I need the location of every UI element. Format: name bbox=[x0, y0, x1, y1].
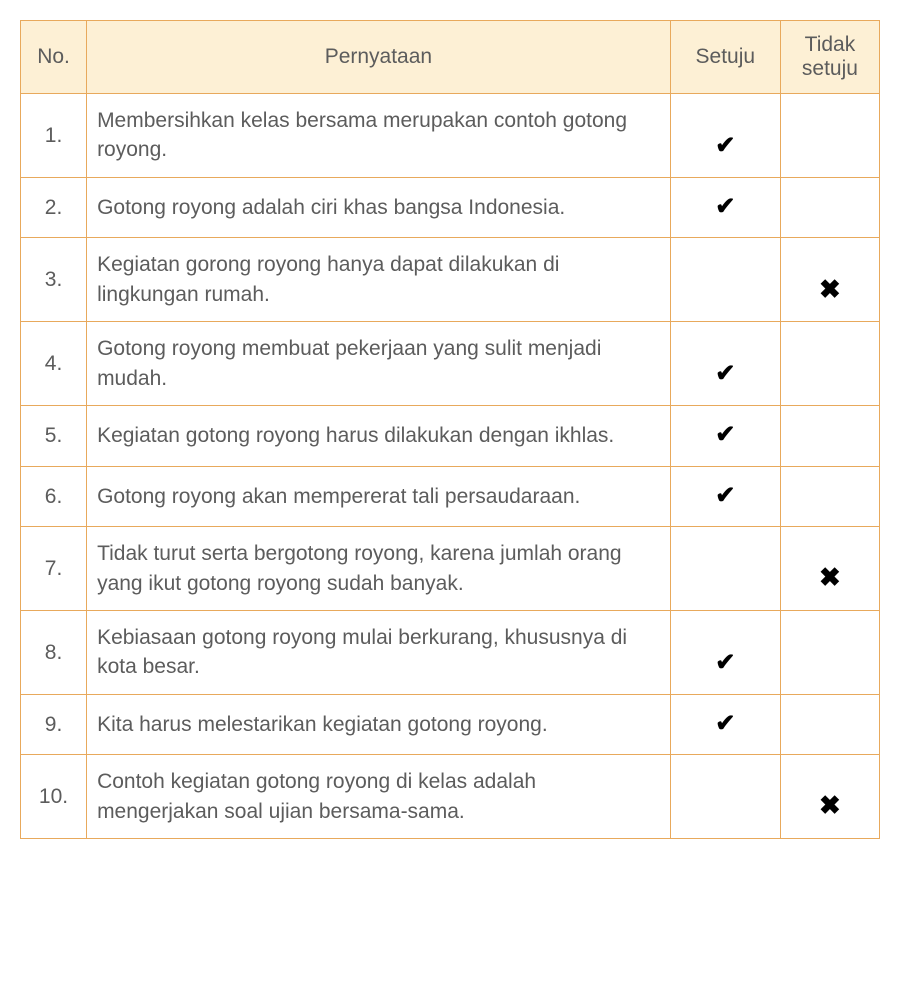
row-number: 4. bbox=[21, 322, 87, 406]
row-tidak-setuju-cell bbox=[780, 610, 879, 694]
row-number: 10. bbox=[21, 755, 87, 839]
row-setuju-cell: ✔ bbox=[670, 177, 780, 238]
cross-icon: ✖ bbox=[819, 790, 841, 820]
table-row: 6.Gotong royong akan mempererat tali per… bbox=[21, 466, 880, 527]
table-row: 9.Kita harus melestarikan kegiatan goton… bbox=[21, 694, 880, 755]
row-number: 3. bbox=[21, 238, 87, 322]
row-statement: Contoh kegiatan gotong royong di kelas a… bbox=[87, 755, 671, 839]
row-tidak-setuju-cell: ✖ bbox=[780, 238, 879, 322]
row-statement: Gotong royong membuat pekerjaan yang sul… bbox=[87, 322, 671, 406]
row-tidak-setuju-cell bbox=[780, 94, 879, 178]
row-setuju-cell bbox=[670, 755, 780, 839]
header-tidak-setuju: Tidak setuju bbox=[780, 21, 879, 94]
header-no: No. bbox=[21, 21, 87, 94]
row-tidak-setuju-cell: ✖ bbox=[780, 527, 879, 611]
row-number: 9. bbox=[21, 694, 87, 755]
row-statement: Tidak turut serta bergotong royong, kare… bbox=[87, 527, 671, 611]
header-setuju: Setuju bbox=[670, 21, 780, 94]
table-row: 5.Kegiatan gotong royong harus dilakukan… bbox=[21, 405, 880, 466]
row-setuju-cell bbox=[670, 527, 780, 611]
row-number: 1. bbox=[21, 94, 87, 178]
row-tidak-setuju-cell bbox=[780, 694, 879, 755]
check-icon: ✔ bbox=[715, 482, 735, 509]
check-icon: ✔ bbox=[715, 710, 735, 737]
row-statement: Kita harus melestarikan kegiatan gotong … bbox=[87, 694, 671, 755]
row-number: 8. bbox=[21, 610, 87, 694]
row-number: 5. bbox=[21, 405, 87, 466]
table-row: 10.Contoh kegiatan gotong royong di kela… bbox=[21, 755, 880, 839]
row-statement: Membersihkan kelas bersama merupakan con… bbox=[87, 94, 671, 178]
cross-icon: ✖ bbox=[819, 274, 841, 304]
table-header-row: No. Pernyataan Setuju Tidak setuju bbox=[21, 21, 880, 94]
row-number: 6. bbox=[21, 466, 87, 527]
check-icon: ✔ bbox=[715, 421, 735, 448]
row-tidak-setuju-cell bbox=[780, 466, 879, 527]
row-setuju-cell: ✔ bbox=[670, 610, 780, 694]
table-row: 7.Tidak turut serta bergotong royong, ka… bbox=[21, 527, 880, 611]
check-icon: ✔ bbox=[715, 649, 735, 676]
table-body: 1.Membersihkan kelas bersama merupakan c… bbox=[21, 94, 880, 839]
table-row: 8.Kebiasaan gotong royong mulai berkuran… bbox=[21, 610, 880, 694]
row-tidak-setuju-cell bbox=[780, 322, 879, 406]
row-number: 7. bbox=[21, 527, 87, 611]
row-statement: Gotong royong akan mempererat tali persa… bbox=[87, 466, 671, 527]
row-setuju-cell: ✔ bbox=[670, 405, 780, 466]
row-tidak-setuju-cell: ✖ bbox=[780, 755, 879, 839]
row-setuju-cell bbox=[670, 238, 780, 322]
row-statement: Kegiatan gotong royong harus dilakukan d… bbox=[87, 405, 671, 466]
table-row: 1.Membersihkan kelas bersama merupakan c… bbox=[21, 94, 880, 178]
row-statement: Kebiasaan gotong royong mulai berkurang,… bbox=[87, 610, 671, 694]
cross-icon: ✖ bbox=[819, 562, 841, 592]
row-tidak-setuju-cell bbox=[780, 405, 879, 466]
row-statement: Gotong royong adalah ciri khas bangsa In… bbox=[87, 177, 671, 238]
row-tidak-setuju-cell bbox=[780, 177, 879, 238]
table-row: 3.Kegiatan gorong royong hanya dapat dil… bbox=[21, 238, 880, 322]
row-setuju-cell: ✔ bbox=[670, 694, 780, 755]
statement-table: No. Pernyataan Setuju Tidak setuju 1.Mem… bbox=[20, 20, 880, 839]
check-icon: ✔ bbox=[715, 193, 735, 220]
row-setuju-cell: ✔ bbox=[670, 466, 780, 527]
row-setuju-cell: ✔ bbox=[670, 322, 780, 406]
row-number: 2. bbox=[21, 177, 87, 238]
header-pernyataan: Pernyataan bbox=[87, 21, 671, 94]
row-setuju-cell: ✔ bbox=[670, 94, 780, 178]
check-icon: ✔ bbox=[715, 360, 735, 387]
check-icon: ✔ bbox=[715, 132, 735, 159]
table-row: 2.Gotong royong adalah ciri khas bangsa … bbox=[21, 177, 880, 238]
table-row: 4.Gotong royong membuat pekerjaan yang s… bbox=[21, 322, 880, 406]
row-statement: Kegiatan gorong royong hanya dapat dilak… bbox=[87, 238, 671, 322]
